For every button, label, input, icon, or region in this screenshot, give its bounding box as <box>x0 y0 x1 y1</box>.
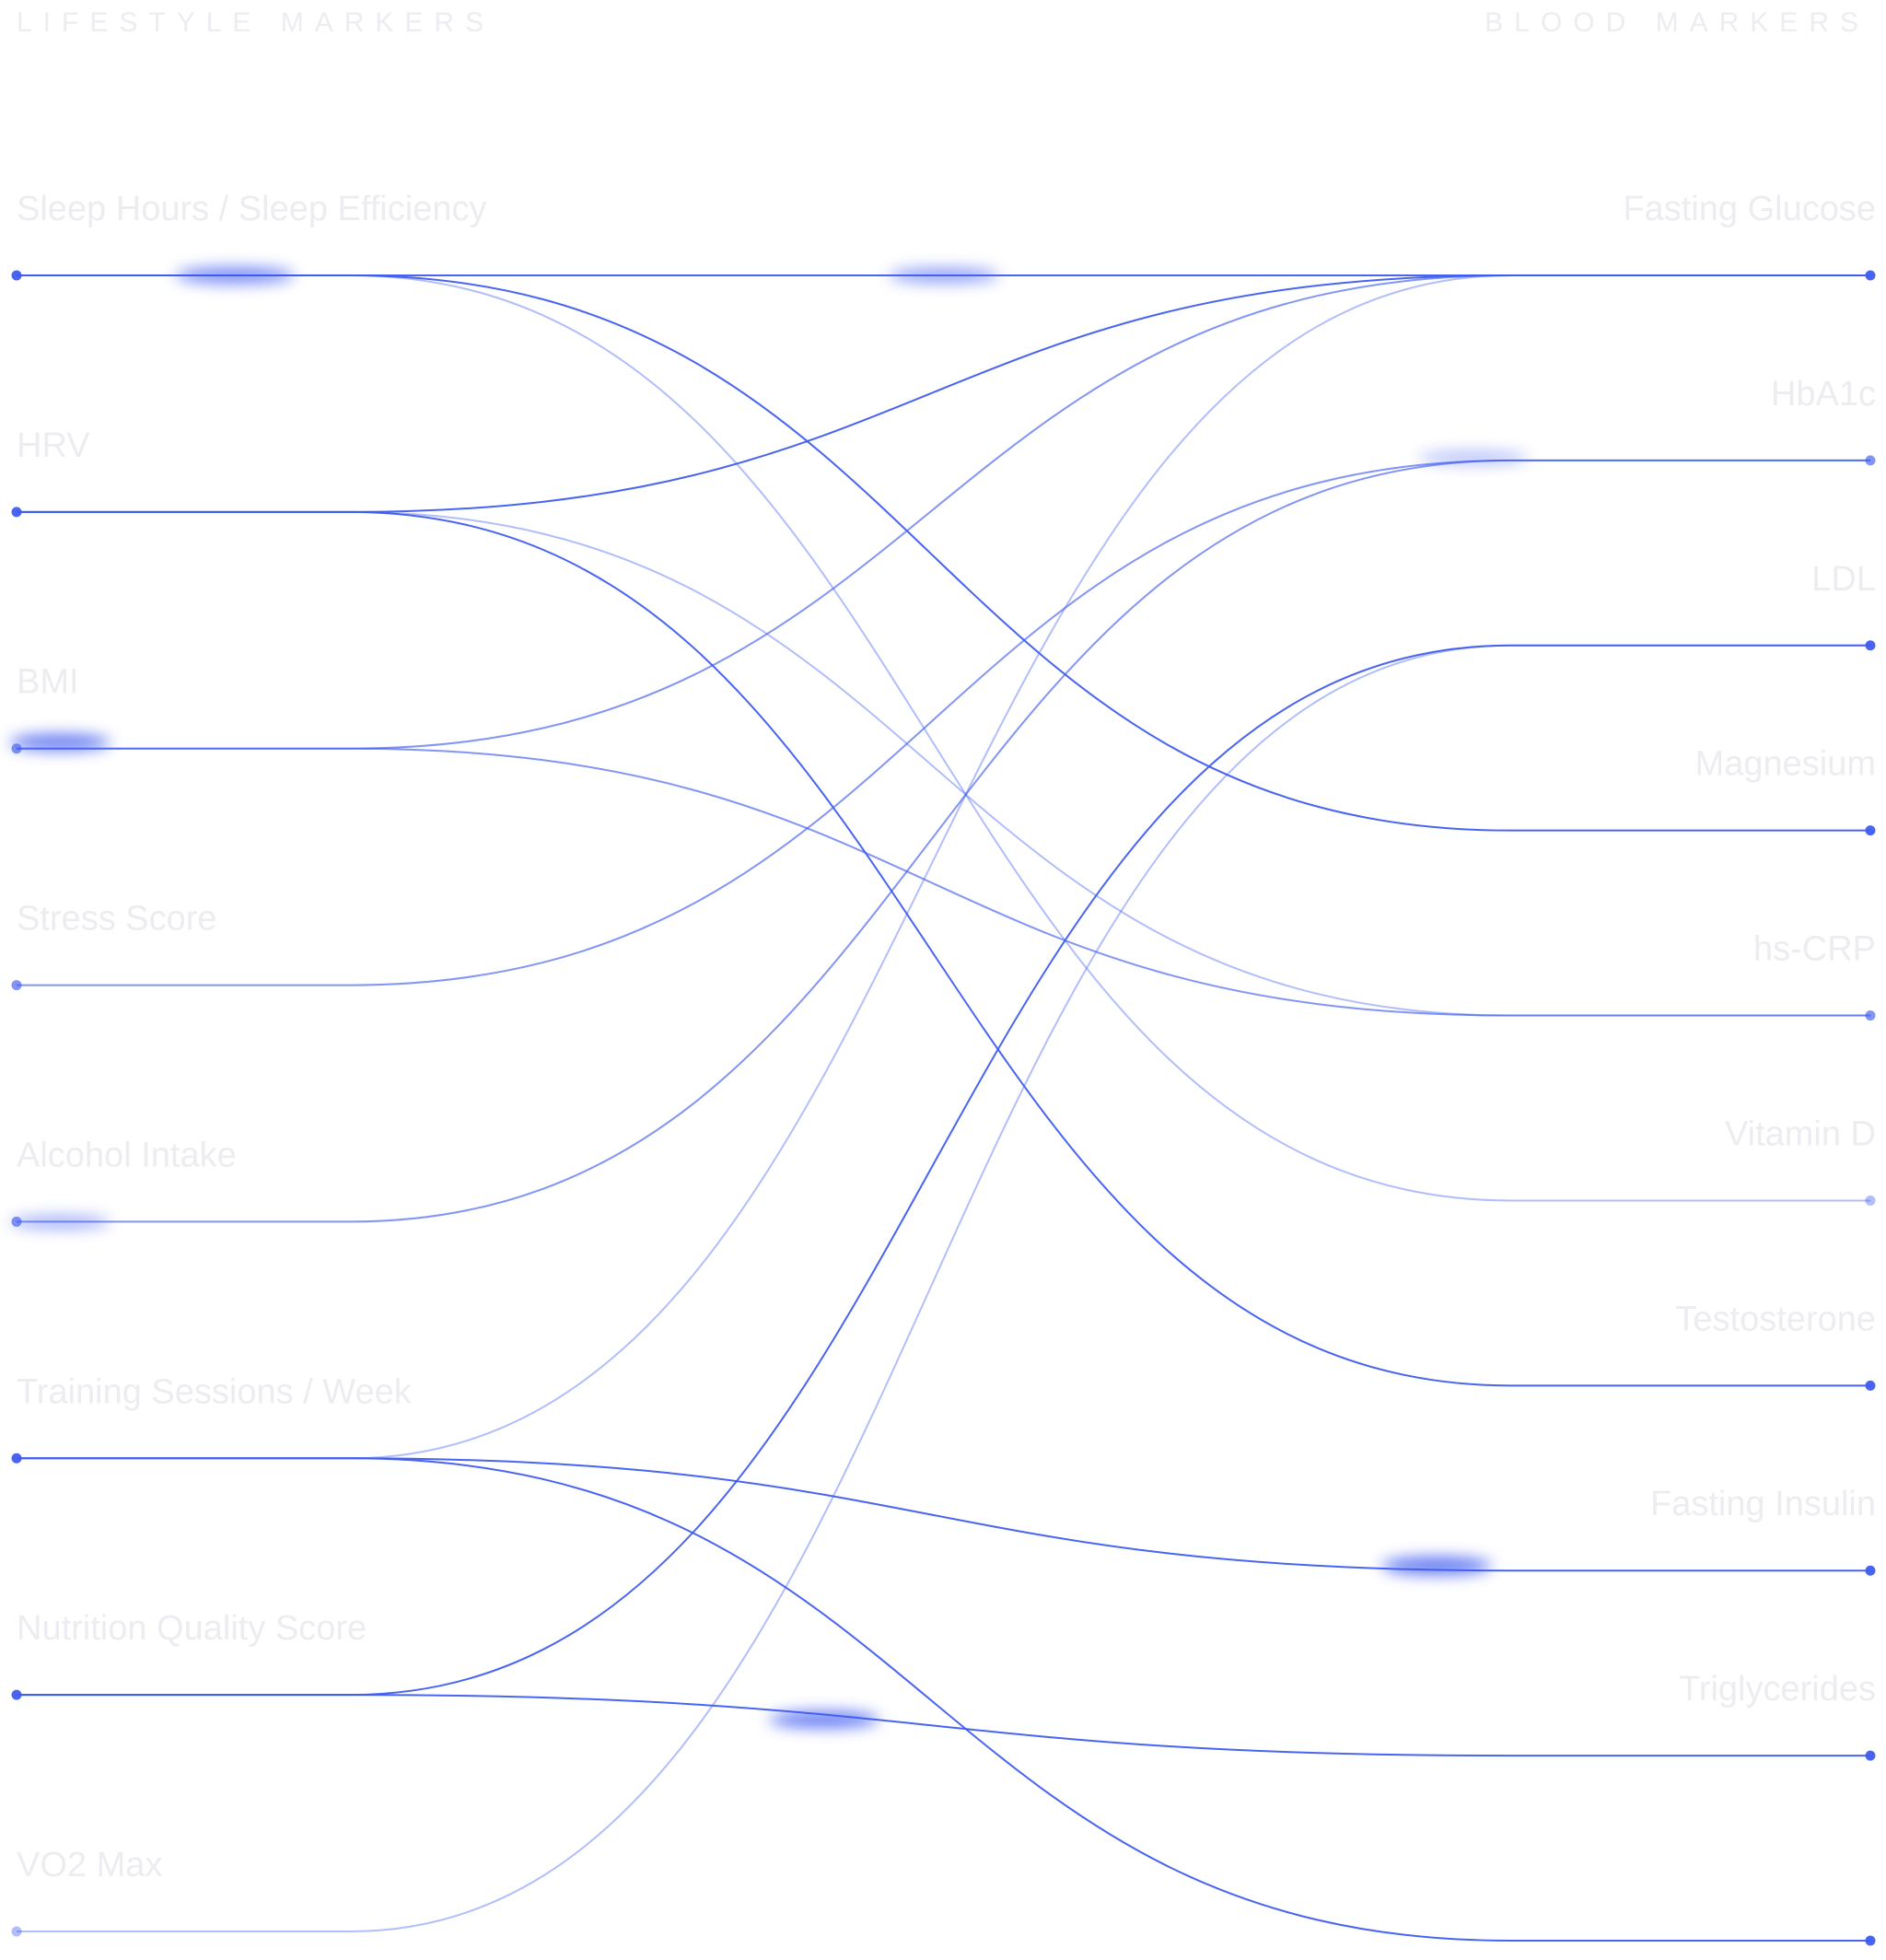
link <box>17 274 1870 750</box>
left-node <box>11 1216 22 1227</box>
link <box>17 274 1870 513</box>
link <box>17 459 1870 986</box>
nodes: Sleep Hours / Sleep Efficiency HRV BMI Stre… <box>11 190 1876 1946</box>
right-header: BLOOD MARKERS <box>1484 7 1869 38</box>
link <box>17 510 1870 1387</box>
link <box>17 644 1870 1697</box>
left-label: BMI <box>17 663 79 702</box>
right-node <box>1865 1750 1876 1761</box>
right-node <box>1865 455 1876 466</box>
left-label: Alcohol Intake <box>17 1136 237 1174</box>
glow <box>889 268 999 283</box>
right-node <box>1865 825 1876 836</box>
left-label: Training Sessions / Week <box>17 1372 413 1411</box>
link <box>17 459 1870 1223</box>
glow <box>1381 1557 1492 1575</box>
link <box>17 747 1870 1017</box>
link <box>17 1457 1870 1572</box>
right-label: Fasting Glucose <box>1623 190 1876 228</box>
link <box>17 274 1870 1202</box>
right-node <box>1865 1195 1876 1206</box>
left-node <box>11 507 22 518</box>
right-node <box>1865 1935 1876 1946</box>
left-header: LIFESTYLE MARKERS <box>17 7 495 38</box>
glow <box>769 1711 879 1728</box>
right-label: LDL <box>1811 560 1876 599</box>
link <box>17 510 1870 1017</box>
links <box>17 274 1870 1942</box>
glow <box>1418 451 1529 464</box>
right-label: Fasting Insulin <box>1650 1485 1876 1523</box>
right-label: Vitamin D <box>1725 1114 1876 1153</box>
left-node <box>11 270 22 281</box>
right-node <box>1865 1010 1876 1021</box>
right-node <box>1865 640 1876 651</box>
left-node <box>11 1926 22 1937</box>
right-label: Magnesium <box>1695 745 1876 784</box>
link <box>17 274 1870 1460</box>
left-node <box>11 1452 22 1464</box>
right-node <box>1865 1565 1876 1576</box>
right-label: Testosterone <box>1675 1300 1876 1338</box>
right-node <box>1865 1380 1876 1391</box>
left-label: HRV <box>17 426 90 465</box>
glow <box>175 267 295 284</box>
left-node <box>11 980 22 991</box>
right-label: hs-CRP <box>1753 930 1876 969</box>
right-node <box>1865 270 1876 281</box>
left-label: Sleep Hours / Sleep Efficiency <box>17 190 486 228</box>
glows <box>9 267 1529 1728</box>
right-label: HbA1c <box>1771 375 1876 414</box>
glow <box>9 1216 111 1229</box>
link <box>17 1694 1870 1757</box>
link <box>17 1457 1870 1942</box>
glow <box>9 734 111 751</box>
left-node <box>11 743 22 754</box>
left-node <box>11 1689 22 1700</box>
right-label: Triglycerides <box>1679 1670 1876 1709</box>
link <box>17 644 1870 1932</box>
link <box>17 274 1870 832</box>
left-label: Stress Score <box>17 900 217 939</box>
left-label: Nutrition Quality Score <box>17 1609 367 1648</box>
left-label: VO2 Max <box>17 1846 162 1884</box>
